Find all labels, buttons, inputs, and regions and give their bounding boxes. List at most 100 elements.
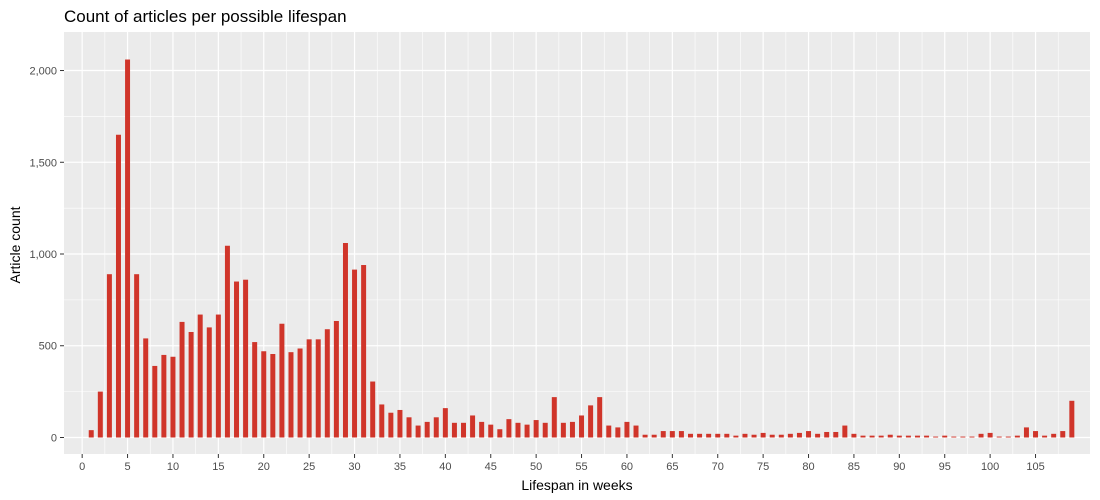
bar bbox=[125, 59, 131, 438]
bar bbox=[742, 433, 748, 438]
bar bbox=[224, 245, 230, 438]
y-tick-label: 1,500 bbox=[29, 157, 57, 169]
bar bbox=[842, 425, 848, 438]
bar bbox=[551, 397, 557, 438]
x-tick-label: 55 bbox=[575, 461, 587, 473]
bar bbox=[315, 339, 321, 438]
bar bbox=[379, 404, 385, 438]
bar bbox=[206, 327, 212, 438]
bar bbox=[660, 431, 666, 438]
x-tick-label: 35 bbox=[394, 461, 406, 473]
y-tick-label: 0 bbox=[51, 432, 57, 444]
bar bbox=[1069, 400, 1075, 438]
y-axis: 0 500 1,000 1,500 2,000 bbox=[29, 66, 64, 444]
bar bbox=[896, 435, 902, 438]
bar bbox=[424, 421, 430, 438]
y-axis-title: Article count bbox=[7, 206, 23, 283]
bar bbox=[1060, 431, 1066, 438]
bar bbox=[134, 274, 140, 438]
bar bbox=[270, 354, 276, 438]
bar bbox=[442, 408, 448, 438]
x-tick-label: 50 bbox=[530, 461, 542, 473]
bar bbox=[252, 342, 258, 438]
bar bbox=[542, 422, 548, 438]
chart-title: Count of articles per possible lifespan bbox=[64, 7, 347, 26]
bar bbox=[497, 429, 503, 438]
x-axis: 0 5 10 15 20 25 30 35 40 45 50 55 60 65 70 75 80 85 90 95 10… bbox=[79, 454, 1045, 473]
bar bbox=[506, 419, 512, 438]
bar bbox=[724, 433, 730, 438]
bar bbox=[515, 422, 521, 438]
bar bbox=[152, 365, 158, 438]
bar bbox=[669, 431, 675, 438]
bar bbox=[579, 415, 585, 438]
bar bbox=[288, 352, 294, 438]
bar bbox=[860, 435, 866, 438]
x-tick-label: 85 bbox=[848, 461, 860, 473]
x-tick-label: 30 bbox=[348, 461, 360, 473]
bar bbox=[215, 314, 221, 438]
x-tick-label: 75 bbox=[757, 461, 769, 473]
bar bbox=[815, 433, 821, 438]
bar bbox=[833, 431, 839, 438]
bar bbox=[197, 314, 203, 438]
bar bbox=[697, 433, 703, 438]
bar bbox=[388, 412, 394, 438]
bar bbox=[933, 436, 939, 438]
bar bbox=[488, 424, 494, 438]
bar bbox=[597, 397, 603, 438]
bar bbox=[624, 421, 630, 438]
x-tick-label: 15 bbox=[212, 461, 224, 473]
bar bbox=[951, 436, 957, 438]
bar bbox=[1023, 427, 1029, 438]
bar bbox=[606, 425, 612, 438]
bar bbox=[942, 435, 948, 438]
x-tick-label: 100 bbox=[981, 461, 999, 473]
bar bbox=[914, 435, 920, 438]
bar bbox=[470, 415, 476, 438]
x-tick-label: 45 bbox=[485, 461, 497, 473]
bar bbox=[987, 432, 993, 438]
bar bbox=[651, 434, 657, 438]
bar bbox=[960, 436, 966, 438]
bar bbox=[1033, 431, 1039, 438]
bar bbox=[415, 425, 421, 438]
bar bbox=[97, 391, 103, 438]
bar bbox=[524, 424, 530, 438]
bar bbox=[560, 422, 566, 438]
bar bbox=[905, 435, 911, 438]
y-tick-label: 500 bbox=[39, 341, 57, 353]
bar bbox=[887, 434, 893, 438]
bar bbox=[615, 427, 621, 438]
bar bbox=[261, 351, 267, 438]
bar bbox=[1051, 433, 1057, 438]
bar bbox=[733, 435, 739, 438]
bar bbox=[243, 279, 249, 438]
bar bbox=[751, 434, 757, 438]
y-tick-label: 1,000 bbox=[29, 249, 57, 261]
bar bbox=[778, 434, 784, 438]
bar bbox=[1014, 435, 1020, 438]
bar bbox=[569, 421, 575, 438]
bar bbox=[760, 432, 766, 438]
y-tick-label: 2,000 bbox=[29, 66, 57, 78]
bar bbox=[88, 430, 94, 438]
bar bbox=[533, 420, 539, 438]
bar bbox=[851, 433, 857, 438]
bar bbox=[333, 320, 339, 438]
x-tick-label: 5 bbox=[124, 461, 130, 473]
bar bbox=[170, 356, 176, 438]
bar bbox=[342, 243, 348, 438]
bar bbox=[370, 381, 376, 438]
bar bbox=[234, 281, 240, 438]
x-tick-label: 20 bbox=[258, 461, 270, 473]
bar bbox=[978, 433, 984, 438]
bar bbox=[787, 433, 793, 438]
bar bbox=[279, 323, 285, 438]
bar bbox=[352, 269, 358, 438]
bar bbox=[1005, 436, 1011, 438]
bar bbox=[306, 339, 312, 438]
bar bbox=[161, 354, 167, 438]
bar bbox=[996, 436, 1002, 438]
